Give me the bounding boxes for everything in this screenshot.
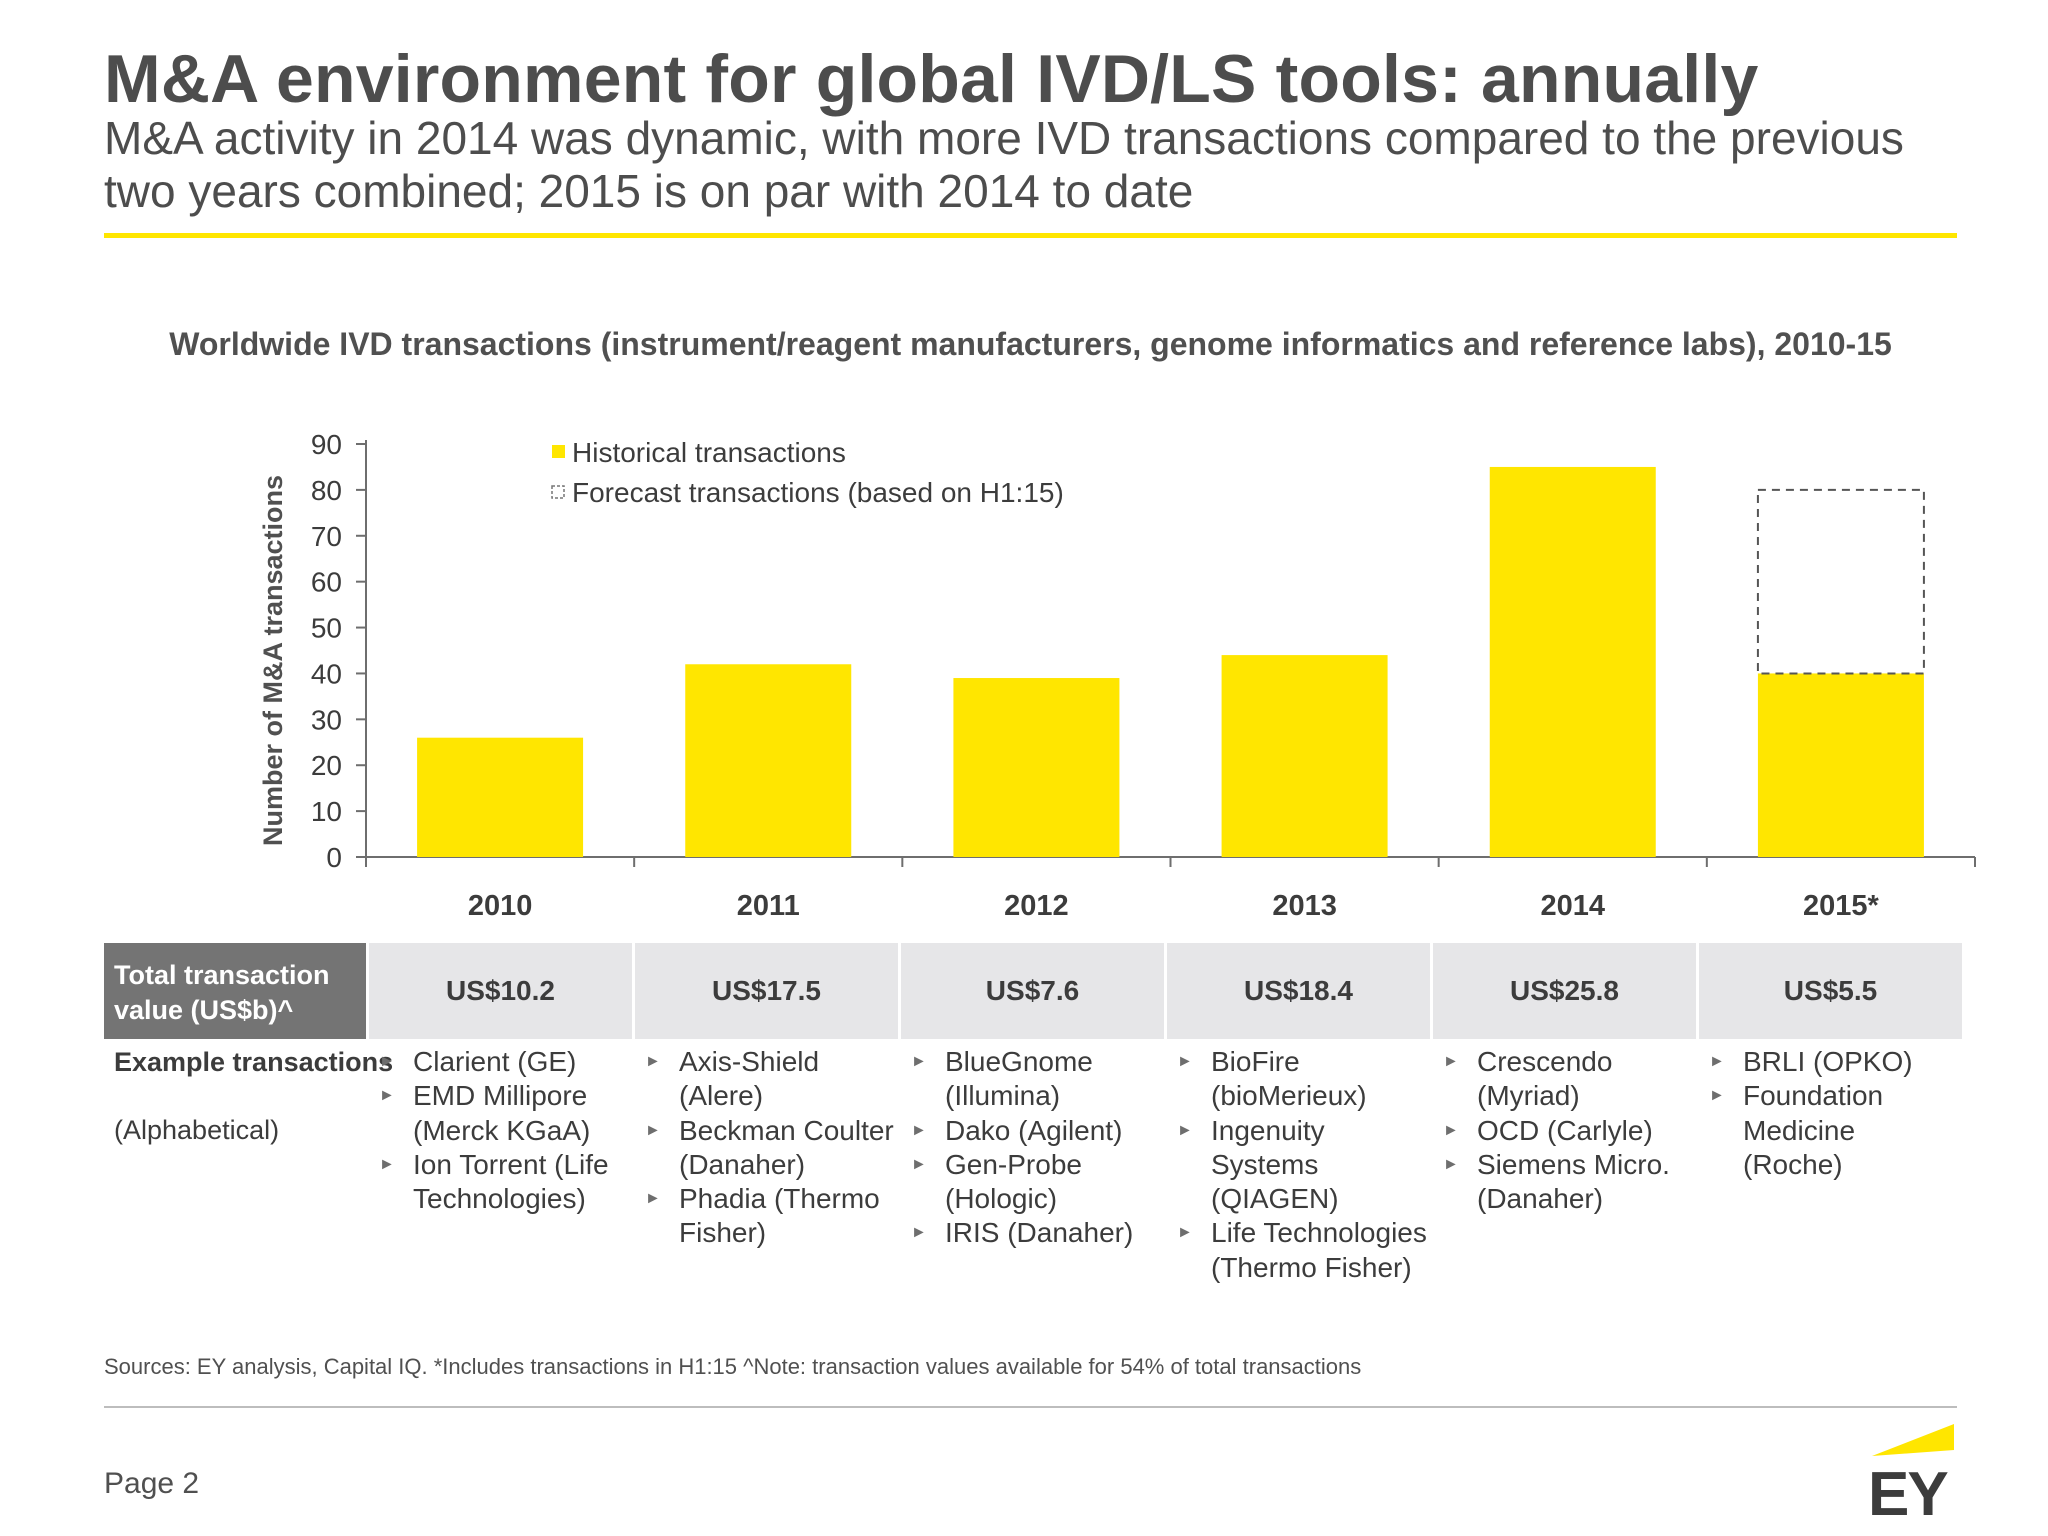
y-axis-title: Number of M&A transactions [258, 475, 288, 846]
example-transaction-item: Ion Torrent (Life Technologies) [373, 1148, 632, 1217]
y-tick-label: 0 [326, 842, 342, 873]
y-tick-label: 60 [311, 567, 342, 598]
example-transaction-item: IRIS (Danaher) [905, 1216, 1164, 1251]
title-underline [104, 233, 1957, 238]
example-transaction-item: Life Technologies (Thermo Fisher) [1171, 1216, 1430, 1285]
y-tick-label: 70 [311, 521, 342, 552]
example-transaction-item: Axis-Shield (Alere) [639, 1045, 898, 1114]
example-transactions-column: Crescendo (Myriad)OCD (Carlyle)Siemens M… [1437, 1045, 1696, 1216]
example-transaction-item: EMD Millipore (Merck KGaA) [373, 1079, 632, 1148]
ey-logo: EY [1862, 1416, 1960, 1526]
example-transaction-item: BioFire (bioMerieux) [1171, 1045, 1430, 1114]
ey-logo-text: EY [1868, 1460, 1949, 1529]
example-transactions-column: Axis-Shield (Alere)Beckman Coulter (Dana… [639, 1045, 898, 1251]
legend-label-historical: Historical transactions [572, 437, 846, 468]
bar-chart: 0 10 20 30 40 50 60 70 80 90 Number of M&A transac… [258, 429, 1976, 922]
total-value-cell: US$17.5 [635, 943, 898, 1039]
footer-divider [104, 1406, 1957, 1408]
historical-bar [1489, 466, 1656, 857]
example-transaction-item: BRLI (OPKO) [1703, 1045, 1962, 1080]
y-tick-label: 90 [311, 429, 342, 460]
y-tick-label: 10 [311, 796, 342, 827]
example-transaction-item: BlueGnome (Illumina) [905, 1045, 1164, 1114]
legend-label-forecast: Forecast transactions (based on H1:15) [572, 477, 1064, 508]
example-sublabel: (Alphabetical) [114, 1115, 280, 1145]
total-value-cell: US$10.2 [369, 943, 632, 1039]
y-tick-label: 20 [311, 750, 342, 781]
legend-swatch-historical [552, 445, 565, 458]
chart-title: Worldwide IVD transactions (instrument/r… [169, 326, 1892, 362]
y-tick-label: 50 [311, 613, 342, 644]
example-transaction-item: Dako (Agilent) [905, 1114, 1164, 1149]
example-label: Example transactions [114, 1047, 394, 1077]
example-transactions-column: BlueGnome (Illumina)Dako (Agilent)Gen-Pr… [905, 1045, 1164, 1251]
example-transaction-item: Foundation Medicine (Roche) [1703, 1079, 1962, 1182]
example-transactions-column: BioFire (bioMerieux)Ingenuity Systems (Q… [1171, 1045, 1430, 1285]
example-transactions-label: Example transactions (Alphabetical) [114, 1045, 393, 1147]
x-category-label: 2012 [1004, 890, 1069, 922]
y-tick-label: 30 [311, 704, 342, 735]
y-tick-label: 80 [311, 475, 342, 506]
x-category-label: 2014 [1540, 890, 1605, 922]
example-transactions-column: BRLI (OPKO)Foundation Medicine (Roche) [1703, 1045, 1962, 1182]
example-transaction-item: Ingenuity Systems (QIAGEN) [1171, 1114, 1430, 1217]
total-value-cell: US$7.6 [901, 943, 1164, 1039]
example-transaction-item: Phadia (Thermo Fisher) [639, 1182, 898, 1251]
example-transaction-item: Clarient (GE) [373, 1045, 632, 1080]
example-transaction-item: Gen-Probe (Hologic) [905, 1148, 1164, 1217]
total-value-cell: US$25.8 [1433, 943, 1696, 1039]
legend-swatch-forecast [551, 485, 565, 499]
historical-bar [685, 664, 852, 857]
historical-bar [1757, 673, 1924, 857]
historical-bar [417, 737, 584, 857]
x-category-label: 2015* [1803, 890, 1880, 922]
page-subtitle: M&A activity in 2014 was dynamic, with m… [104, 112, 1904, 217]
example-transaction-item: Crescendo (Myriad) [1437, 1045, 1696, 1114]
page-title: M&A environment for global IVD/LS tools:… [104, 41, 1759, 117]
example-transaction-item: Beckman Coulter (Danaher) [639, 1114, 898, 1183]
example-transaction-item: OCD (Carlyle) [1437, 1114, 1696, 1149]
page-number: Page 2 [104, 1467, 200, 1500]
total-value-cell: US$5.5 [1699, 943, 1962, 1039]
x-category-label: 2010 [468, 890, 533, 922]
sources-note: Sources: EY analysis, Capital IQ. *Inclu… [104, 1354, 1362, 1379]
x-category-label: 2011 [737, 890, 800, 922]
total-value-cell: US$18.4 [1167, 943, 1430, 1039]
forecast-bar [1756, 488, 1925, 675]
historical-bar [953, 678, 1120, 857]
ey-logo-beam-icon [1872, 1424, 1954, 1456]
example-transactions-column: Clarient (GE)EMD Millipore (Merck KGaA)I… [373, 1045, 632, 1216]
example-transaction-item: Siemens Micro. (Danaher) [1437, 1148, 1696, 1217]
x-category-label: 2013 [1272, 890, 1337, 922]
historical-bar [1221, 655, 1388, 857]
y-tick-label: 40 [311, 658, 342, 689]
total-value-label: Total transaction value (US$b)^ [104, 943, 366, 1039]
